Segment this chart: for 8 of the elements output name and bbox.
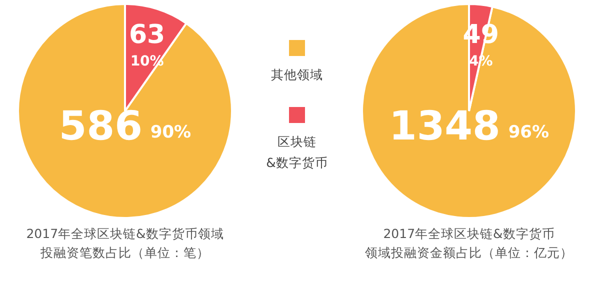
data-label: 586 90% <box>58 103 192 150</box>
text: 领域投融资金额占比（单位：亿元） <box>364 244 574 262</box>
legend-label: 区块链 &数字货币 <box>265 133 329 172</box>
text: 2017年全球区块链&数字货币 <box>382 225 556 243</box>
text: 2017年全球区块链&数字货币领域 <box>25 225 225 243</box>
legend-label: 其他领域 <box>270 66 324 84</box>
data-label: 1348 96% <box>388 103 550 150</box>
text: 投融资笔数占比（单位：笔） <box>40 244 210 262</box>
